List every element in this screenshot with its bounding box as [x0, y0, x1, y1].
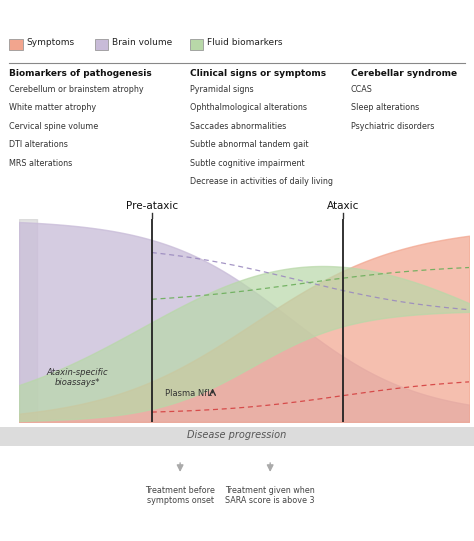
- Text: CCAS: CCAS: [351, 85, 373, 94]
- Bar: [190, 39, 203, 50]
- Text: Cervical spine volume: Cervical spine volume: [9, 122, 99, 131]
- Text: MRS alterations: MRS alterations: [9, 159, 73, 168]
- Text: Subtle abnormal tandem gait: Subtle abnormal tandem gait: [190, 140, 308, 149]
- Text: Plasma NfL: Plasma NfL: [165, 389, 215, 398]
- Text: Decrease in activities of daily living: Decrease in activities of daily living: [190, 177, 333, 186]
- Text: Disease progression: Disease progression: [187, 430, 287, 440]
- Text: Treatment given when
SARA score is above 3: Treatment given when SARA score is above…: [225, 486, 315, 505]
- Text: Psychiatric disorders: Psychiatric disorders: [351, 122, 434, 131]
- Text: Symptoms: Symptoms: [27, 38, 75, 47]
- Bar: [9, 39, 23, 50]
- Text: Brain volume: Brain volume: [112, 38, 172, 47]
- Text: Cerebellum or brainstem atrophy: Cerebellum or brainstem atrophy: [9, 85, 144, 94]
- Text: Subtle cognitive impairment: Subtle cognitive impairment: [190, 159, 304, 168]
- Text: Cerebellar syndrome: Cerebellar syndrome: [351, 69, 457, 78]
- Text: Sleep alterations: Sleep alterations: [351, 103, 419, 113]
- Text: Ataxin-specific
bioassays*: Ataxin-specific bioassays*: [46, 368, 109, 387]
- Text: DTI alterations: DTI alterations: [9, 140, 68, 149]
- Text: Clinical signs or symptoms: Clinical signs or symptoms: [190, 69, 326, 78]
- Bar: [0, 427, 474, 446]
- Text: Ataxic: Ataxic: [327, 201, 359, 211]
- Text: Fluid biomarkers: Fluid biomarkers: [207, 38, 282, 47]
- Text: Pre-ataxic: Pre-ataxic: [126, 201, 178, 211]
- Text: Ophthalmological alterations: Ophthalmological alterations: [190, 103, 307, 113]
- Text: White matter atrophy: White matter atrophy: [9, 103, 97, 113]
- Text: Biomarkers of pathogenesis: Biomarkers of pathogenesis: [9, 69, 152, 78]
- Text: Treatment before
symptoms onset: Treatment before symptoms onset: [145, 486, 215, 505]
- Text: Saccades abnormalities: Saccades abnormalities: [190, 122, 286, 131]
- Text: Pyramidal signs: Pyramidal signs: [190, 85, 253, 94]
- Bar: [95, 39, 108, 50]
